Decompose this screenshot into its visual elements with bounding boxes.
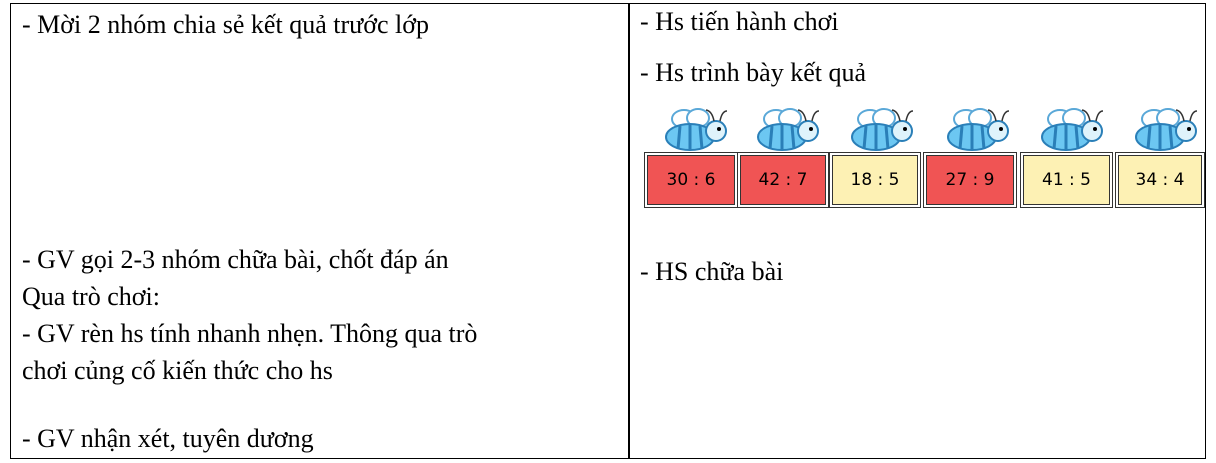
- cell-text: - GV rèn hs tính nhanh nhẹn. Thông qua t…: [22, 319, 478, 348]
- cell-text: chơi củng cố kiến thức cho hs: [22, 356, 333, 385]
- bee-icon: [1036, 107, 1106, 158]
- cell-text: - Hs trình bày kết quả: [640, 58, 867, 87]
- bee-icon: [660, 107, 730, 158]
- cell-text: - HS chữa bài: [640, 257, 784, 286]
- table-frame: [10, 3, 1206, 459]
- bee-icon: [846, 107, 916, 158]
- cell-text: - Mời 2 nhóm chia sẻ kết quả trước lớp: [22, 10, 429, 39]
- cell-text: Qua trò chơi:: [22, 282, 160, 311]
- bee-icon: [942, 107, 1012, 158]
- card: 18 : 5: [829, 152, 921, 208]
- cell-text: - Hs tiến hành chơi: [640, 7, 839, 36]
- card: 27 : 9: [923, 152, 1017, 208]
- card: 30 : 6: [644, 152, 738, 208]
- card: 41 : 5: [1020, 152, 1113, 208]
- cell-text: - GV nhận xét, tuyên dương: [22, 424, 314, 453]
- bee-icon: [1130, 107, 1200, 158]
- card: 42 : 7: [737, 152, 829, 208]
- card: 34 : 4: [1115, 152, 1205, 208]
- cell-text: - GV gọi 2-3 nhóm chữa bài, chốt đáp án: [22, 245, 449, 274]
- bee-icon: [752, 107, 822, 158]
- column-divider: [628, 3, 630, 459]
